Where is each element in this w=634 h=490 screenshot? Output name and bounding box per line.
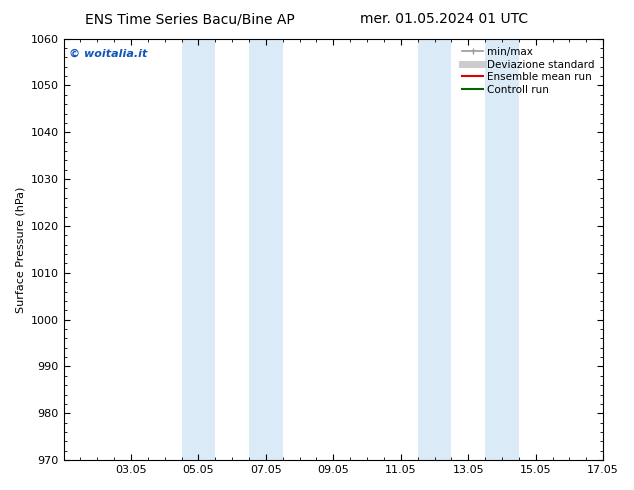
Y-axis label: Surface Pressure (hPa): Surface Pressure (hPa) [15,186,25,313]
Legend: min/max, Deviazione standard, Ensemble mean run, Controll run: min/max, Deviazione standard, Ensemble m… [459,44,598,98]
Bar [181,39,216,460]
Bar [485,39,519,460]
Bar [418,39,451,460]
Text: ENS Time Series Bacu/Bine AP: ENS Time Series Bacu/Bine AP [86,12,295,26]
Text: © woitalia.it: © woitalia.it [69,49,147,59]
Text: mer. 01.05.2024 01 UTC: mer. 01.05.2024 01 UTC [359,12,528,26]
Bar [249,39,283,460]
